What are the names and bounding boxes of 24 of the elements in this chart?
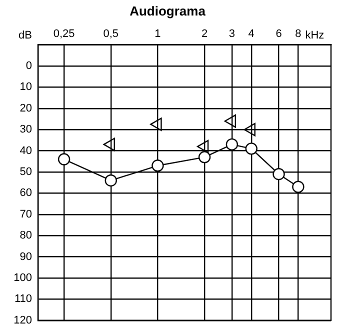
x-tick-label: 0,5 <box>103 28 119 40</box>
y-tick-label: 120 <box>14 314 32 326</box>
y-tick-label: 80 <box>20 230 32 242</box>
x-tick-label: 3 <box>228 28 235 40</box>
y-tick-label: 50 <box>20 166 32 178</box>
x-tick-label: 6 <box>276 28 282 40</box>
x-tick-label: 4 <box>248 28 254 40</box>
x-axis-title: kHz <box>305 30 324 42</box>
y-tick-label: 70 <box>20 208 32 220</box>
y-tick-label: 20 <box>20 102 32 114</box>
y-tick-label: 100 <box>14 272 32 284</box>
y-tick-label: 0 <box>26 60 32 72</box>
y-tick-label: 60 <box>20 187 32 200</box>
x-tick-label: 2 <box>201 28 208 40</box>
chart-title: Audiograma <box>130 3 206 18</box>
y-tick-label: 30 <box>20 124 32 136</box>
x-tick-label: 8 <box>295 28 302 40</box>
y-tick-label: 10 <box>20 81 32 94</box>
y-axis-title: dB <box>18 30 32 42</box>
y-tick-label: 90 <box>20 250 32 263</box>
x-tick-label: 1 <box>154 28 161 40</box>
x-tick-label: 0,25 <box>53 28 75 40</box>
y-tick-label: 40 <box>20 144 32 157</box>
y-tick-label: 110 <box>14 293 32 306</box>
